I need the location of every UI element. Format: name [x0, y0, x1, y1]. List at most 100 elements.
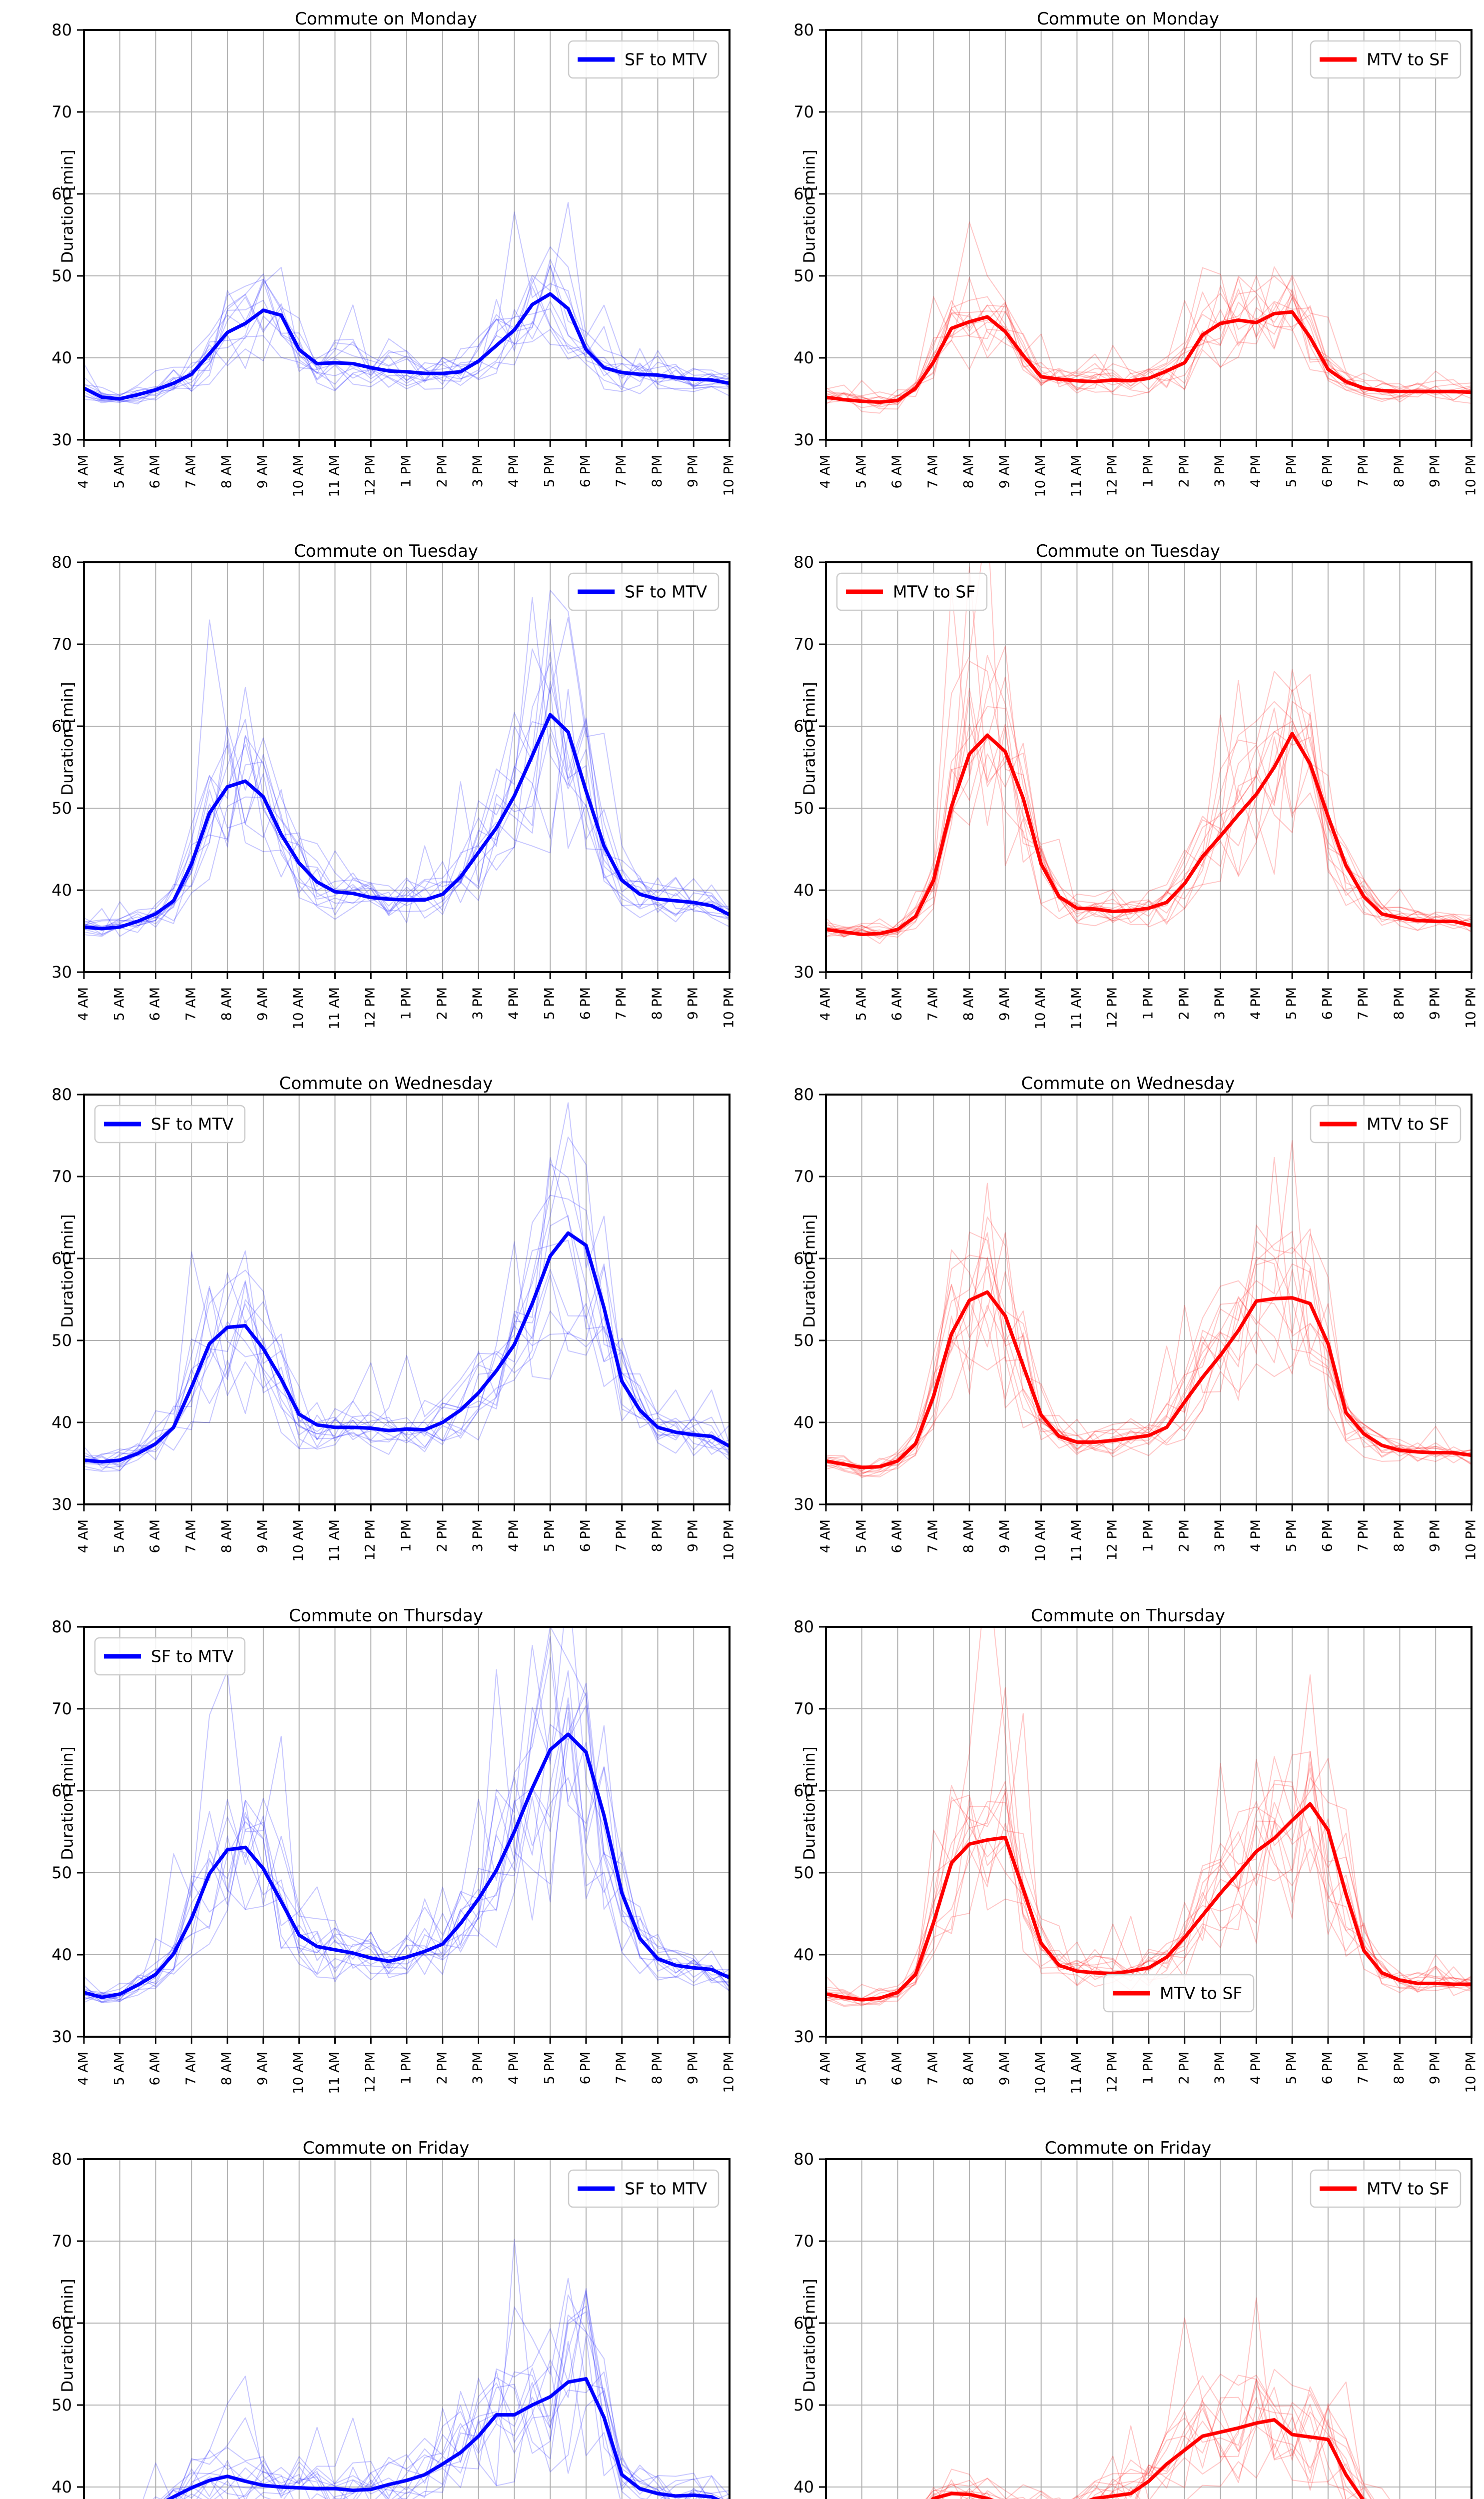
- y-tick-label: 80: [51, 1617, 72, 1636]
- x-tick-label: 7 PM: [1356, 987, 1371, 1020]
- x-tick-label: 7 PM: [614, 1519, 629, 1552]
- y-tick-label: 30: [793, 963, 814, 982]
- x-tick-label: 1 PM: [399, 2052, 414, 2084]
- y-tick-label: 70: [51, 635, 72, 654]
- legend: MTV to SF: [1310, 40, 1462, 79]
- x-tick-label: 7 PM: [614, 455, 629, 487]
- x-tick-label: 10 PM: [1464, 987, 1479, 1029]
- panel-title: Commute on Tuesday: [1036, 541, 1220, 561]
- x-tick-label: 5 AM: [853, 1519, 869, 1553]
- series-faint-trace: [1005, 2378, 1359, 2499]
- x-tick-label: 11 AM: [327, 455, 342, 497]
- series-faint-trace: [84, 1657, 730, 2001]
- x-tick-label: 5 PM: [542, 1519, 558, 1552]
- y-tick-label: 50: [51, 266, 72, 285]
- x-tick-label: 8 AM: [219, 2052, 235, 2086]
- x-tick-label: 3 PM: [1212, 455, 1228, 487]
- y-tick-label: 30: [51, 430, 72, 449]
- x-tick-label: 4 AM: [818, 2052, 833, 2086]
- legend-label: MTV to SF: [1367, 1115, 1449, 1134]
- x-tick-label: 4 PM: [1248, 455, 1264, 487]
- panel-title: Commute on Tuesday: [294, 541, 478, 561]
- panel-title: Commute on Thursday: [1031, 1606, 1225, 1626]
- y-tick-label: 40: [793, 2478, 814, 2497]
- y-tick-label: 60: [793, 717, 814, 736]
- series-faint-trace: [84, 1636, 730, 1994]
- series-faint-trace: [933, 2385, 1372, 2499]
- y-tick-label: 80: [793, 1617, 814, 1636]
- x-tick-label: 5 PM: [1284, 1519, 1300, 1552]
- panel-title: Commute on Wednesday: [279, 1074, 493, 1094]
- series-faint-trace: [84, 1705, 730, 2001]
- x-tick-label: 3 PM: [470, 987, 486, 1020]
- x-tick-label: 4 PM: [506, 1519, 522, 1552]
- x-tick-label: 11 AM: [327, 1519, 342, 1562]
- plot-area: 30 40 50 60 70 80 4 AM 5 AM 6 AM 7 AM 8 AM 9 AM 10 A…: [793, 1617, 1479, 2094]
- y-tick-label: 40: [51, 1945, 72, 1964]
- series-faint-trace: [826, 660, 1472, 938]
- x-tick-label: 8 PM: [650, 1519, 665, 1552]
- x-tick-label: 6 PM: [1320, 455, 1335, 487]
- x-tick-label: 1 PM: [1141, 455, 1156, 487]
- legend-box: [94, 1637, 246, 1676]
- x-tick-label: 6 AM: [147, 1519, 163, 1553]
- series-faint-trace: [84, 619, 730, 926]
- chart-panel-wednesday-sf-to-mtv: Commute on Wednesday Duration [min] 30 40 50…: [0, 1065, 742, 1597]
- y-tick-label: 50: [793, 1863, 814, 1882]
- legend-box: [836, 572, 988, 611]
- y-tick-label: 40: [51, 1413, 72, 1432]
- plot-area: 30 40 50 60 70 80 4 AM 5 AM 6 AM 7 AM 8 AM 9 AM 10 A…: [793, 1085, 1479, 1562]
- x-tick-label: 6 PM: [578, 987, 593, 1020]
- y-tick-label: 60: [793, 1781, 814, 1800]
- x-tick-label: 9 AM: [255, 455, 270, 489]
- x-tick-label: 8 AM: [219, 455, 235, 489]
- x-tick-label: 5 PM: [542, 455, 558, 487]
- x-tick-label: 7 AM: [183, 2052, 199, 2086]
- x-tick-label: 6 AM: [889, 1519, 905, 1553]
- x-tick-label: 7 PM: [1356, 2052, 1371, 2084]
- x-tick-label: 6 PM: [1320, 987, 1335, 1020]
- x-tick-label: 12 PM: [1105, 455, 1120, 496]
- x-tick-label: 5 AM: [111, 1519, 127, 1553]
- x-tick-label: 6 AM: [889, 987, 905, 1021]
- series-faint-trace: [84, 688, 730, 935]
- series-median-line: [826, 1802, 1472, 2002]
- series-faint-trace: [160, 2314, 701, 2499]
- y-tick-label: 70: [51, 2232, 72, 2251]
- series-faint-trace: [84, 1195, 730, 1457]
- series-faint-trace: [930, 2397, 1372, 2499]
- series-faint-trace: [826, 1256, 1472, 1467]
- series-faint-trace: [936, 2374, 1359, 2499]
- plot-area: 30 40 50 60 70 80 4 AM 5 AM 6 AM 7 AM 8 AM 9 AM 10 A…: [51, 1617, 737, 2094]
- series-faint-trace: [826, 1756, 1472, 2003]
- y-tick-label: 50: [793, 266, 814, 285]
- x-tick-label: 7 AM: [925, 987, 941, 1021]
- series-faint-trace: [84, 1627, 730, 1996]
- legend-label: MTV to SF: [893, 582, 975, 602]
- y-tick-label: 60: [51, 1781, 72, 1800]
- x-tick-label: 5 AM: [853, 987, 869, 1021]
- x-tick-label: 1 PM: [1141, 1519, 1156, 1552]
- x-tick-label: 9 PM: [1428, 455, 1443, 487]
- series-group: [84, 202, 730, 405]
- x-tick-label: 4 PM: [1248, 2052, 1264, 2084]
- series-faint-trace: [826, 1232, 1472, 1470]
- x-tick-label: 10 AM: [1033, 1519, 1048, 1562]
- series-faint-trace: [183, 2366, 705, 2499]
- x-tick-label: 4 AM: [76, 455, 91, 489]
- y-tick-label: 40: [51, 348, 72, 367]
- series-faint-trace: [826, 274, 1472, 403]
- x-tick-label: 8 PM: [650, 455, 665, 487]
- x-tick-label: 2 PM: [434, 455, 450, 487]
- legend: SF to MTV: [568, 2169, 720, 2208]
- y-tick-label: 70: [793, 102, 814, 121]
- series-faint-trace: [84, 1137, 730, 1464]
- y-tick-label: 50: [793, 1331, 814, 1350]
- x-tick-label: 9 AM: [997, 2052, 1012, 2086]
- x-tick-label: 12 PM: [363, 1519, 378, 1561]
